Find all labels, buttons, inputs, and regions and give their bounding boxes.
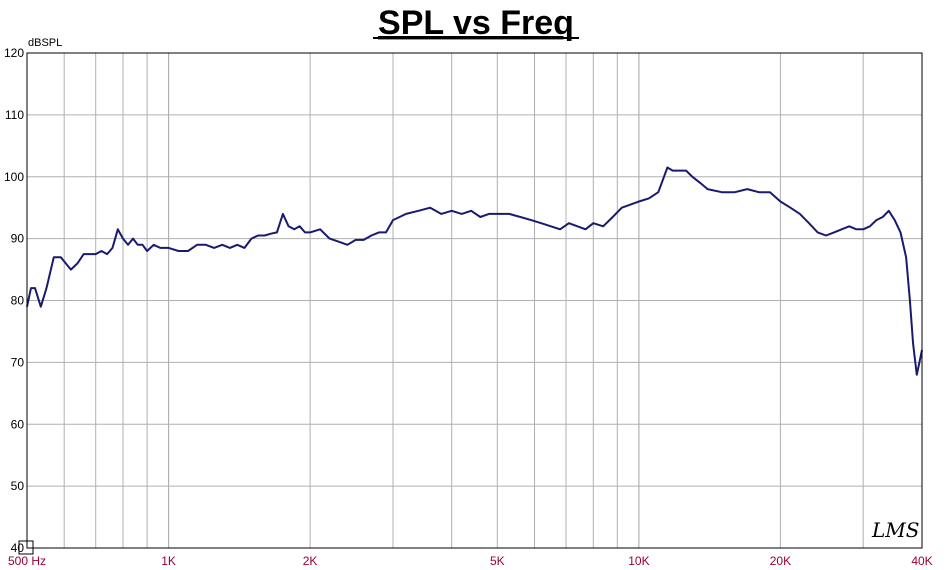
x-tick-label: 20K	[770, 554, 791, 568]
y-tick-label: 50	[11, 479, 25, 493]
x-tick-label: 10K	[628, 554, 649, 568]
x-tick-label: 5K	[490, 554, 505, 568]
plot-frame	[26, 52, 923, 549]
y-tick-label: 40	[11, 541, 25, 555]
y-tick-label: 60	[11, 417, 25, 431]
y-tick-label: 80	[11, 294, 25, 308]
grid	[26, 52, 923, 549]
y-tick-label: 90	[11, 232, 25, 246]
y-tick-label: 110	[5, 108, 24, 122]
spl-curve	[26, 166, 923, 376]
chart-title: SPL vs Freq	[378, 4, 574, 42]
y-tick-label: 120	[4, 46, 24, 60]
y-axis-label: dBSPL	[28, 37, 62, 49]
x-tick-label: 1K	[161, 554, 176, 568]
y-tick-label: 100	[4, 170, 24, 184]
x-tick-label: 40K	[911, 554, 932, 568]
y-tick-label: 70	[11, 355, 25, 369]
corner-icon	[18, 540, 34, 555]
y-tick-labels: 40 50 60 70 80 90 100 110 120	[4, 46, 24, 555]
x-tick-label: 2K	[303, 554, 318, 568]
lms-logo: LMS	[871, 518, 919, 542]
x-tick-labels: 500 Hz 1K 2K 5K 10K 20K 40K	[8, 554, 933, 568]
x-tick-label: 500 Hz	[8, 554, 46, 568]
